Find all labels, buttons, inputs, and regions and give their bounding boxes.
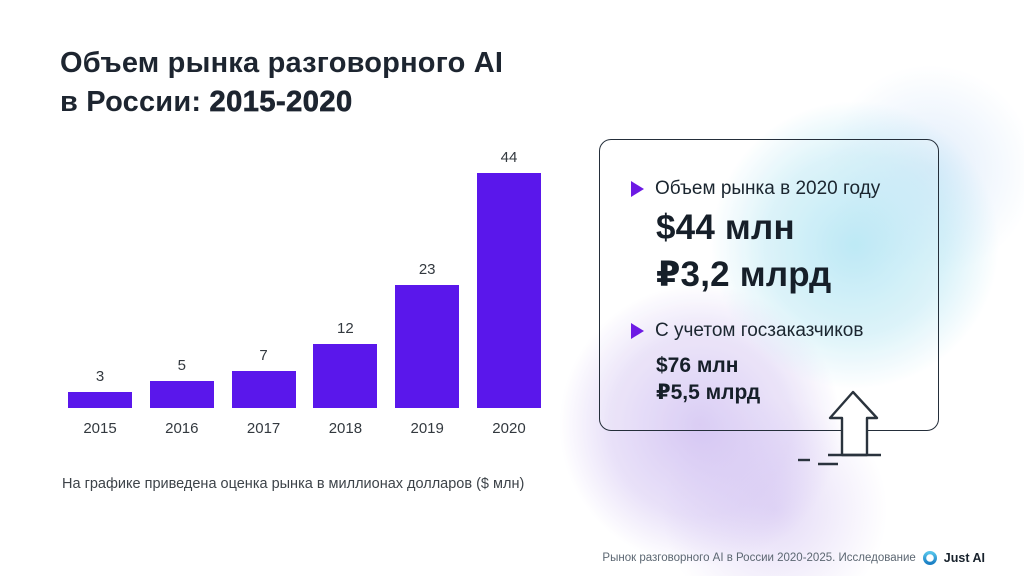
info-item-label: Объем рынка в 2020 году xyxy=(655,178,881,199)
bar-value-label: 5 xyxy=(177,357,186,374)
bar-group-2017: 7 2017 xyxy=(231,347,296,437)
bar-2018 xyxy=(313,344,378,408)
bar-value-label: 23 xyxy=(418,261,436,278)
title-line2-range: 2015-2020 xyxy=(209,86,353,119)
chart-footnote: На графике приведена оценка рынка в милл… xyxy=(62,476,525,492)
bar-group-2016: 5 2016 xyxy=(149,357,214,437)
bar-value-label: 12 xyxy=(337,320,354,337)
x-axis-label: 2019 xyxy=(410,420,444,437)
bar-2017 xyxy=(231,371,296,408)
x-axis-label: 2018 xyxy=(328,420,363,437)
page-title: Объем рынка разговорного AI в России: 20… xyxy=(60,44,503,122)
title-line2-prefix: в России: xyxy=(60,86,210,118)
x-axis-label: 2016 xyxy=(165,420,199,437)
bar-group-2020: 44 2020 xyxy=(476,149,541,437)
value-rub-gov: ₽5,5 млрд xyxy=(656,381,761,404)
footer-source-text: Рынок разговорного AI в России 2020-2025… xyxy=(602,552,916,564)
bar-2019 xyxy=(395,285,460,408)
bar-group-2019: 23 2019 xyxy=(395,261,460,437)
info-item-gov: С учетом госзаказчиков xyxy=(631,320,863,342)
value-usd-gov: $76 млн xyxy=(656,354,739,377)
bar-value-label: 7 xyxy=(259,347,268,364)
bar-group-2015: 3 2015 xyxy=(68,368,132,437)
bar-group-2018: 12 2018 xyxy=(313,320,378,437)
footer-brand: Just AI xyxy=(943,551,985,565)
value-rub-2020: ₽3,2 млрд xyxy=(656,255,832,294)
x-axis-label: 2015 xyxy=(83,420,117,437)
bar-2015 xyxy=(68,392,132,408)
bar-value-label: 3 xyxy=(95,368,105,385)
title-line1: Объем рынка разговорного AI xyxy=(60,47,504,79)
bar-chart: 3 2015 5 2016 7 2017 12 2018 23 2019 44 2020 xyxy=(68,128,541,437)
bar-2016 xyxy=(149,381,214,408)
triangle-right-icon xyxy=(631,323,644,339)
triangle-right-icon xyxy=(631,181,644,197)
up-arrow-icon xyxy=(790,388,900,475)
bar-value-label: 44 xyxy=(500,149,518,166)
info-item-2020: Объем рынка в 2020 году xyxy=(631,178,880,200)
value-usd-2020: $44 млн xyxy=(656,208,795,247)
x-axis-label: 2020 xyxy=(492,420,526,437)
justai-ring-icon xyxy=(922,550,937,566)
info-item-label: С учетом госзаказчиков xyxy=(655,320,864,341)
bar-2020 xyxy=(476,173,541,408)
x-axis-label: 2017 xyxy=(246,420,281,437)
footer: Рынок разговорного AI в России 2020-2025… xyxy=(602,550,985,566)
